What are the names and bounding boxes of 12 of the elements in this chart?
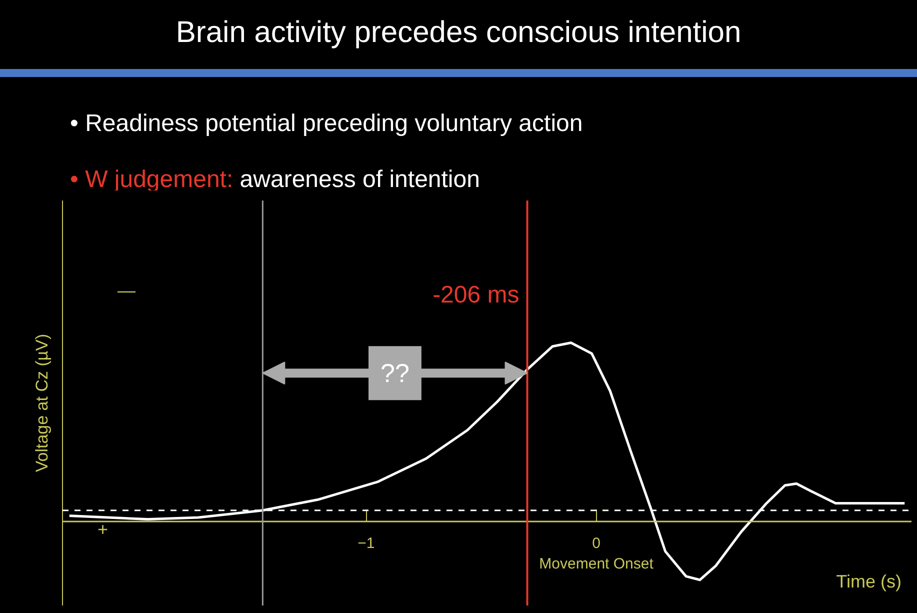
x-axis-title: Time (s) — [836, 571, 902, 592]
ref-line-label: -206 ms — [432, 282, 520, 309]
y-axis-title: Voltage at Cz (µV) — [32, 334, 52, 472]
text: • W judgement: — [70, 166, 234, 193]
chart-title: Brain activity precedes conscious intention — [0, 0, 917, 77]
text: • Readiness potential preceding voluntary action — [70, 110, 583, 137]
annotation: ?? — [380, 358, 410, 388]
x-tick-label: −1 — [358, 535, 375, 552]
annotation: + — [98, 520, 108, 540]
text: — — [118, 280, 136, 300]
text: awareness of intention — [240, 166, 480, 193]
x-tick-label: 0 Movement Onset — [539, 535, 654, 572]
